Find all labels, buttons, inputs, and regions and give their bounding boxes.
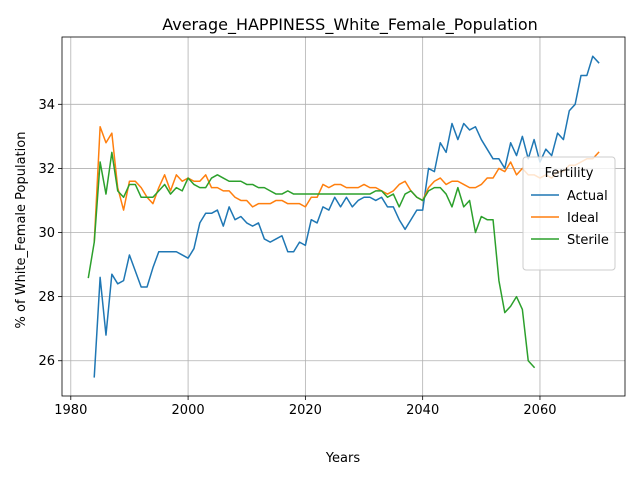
y-tick-label: 32 [38,162,55,177]
legend-box [522,156,616,271]
y-tick-label: 26 [38,354,55,369]
legend: Fertility Actual Ideal Sterile [522,156,616,271]
legend-item-sterile: Sterile [531,233,609,248]
y-tick-label: 30 [38,226,55,241]
series-layer [87,55,600,378]
legend-item-actual: Actual [531,189,608,204]
plot-frame [61,36,626,397]
y-tick-label: 28 [38,290,55,305]
x-tick-label: 1980 [54,403,87,418]
x-axis-label: Years [325,451,361,466]
series-line-sterile [87,151,536,369]
legend-label: Sterile [567,233,609,248]
legend-title: Fertility [545,166,594,181]
x-tick-label: 2040 [406,403,439,418]
series-line-ideal [93,126,600,243]
axis-ticks: 1980 2000 2020 2040 2060 26 28 30 32 34 [38,98,556,418]
y-tick-label: 34 [38,98,55,113]
legend-label: Actual [567,189,608,204]
x-tick-label: 2060 [523,403,556,418]
series-line-actual [93,55,600,378]
y-axis-label: % of White_Female Population [14,132,29,329]
x-tick-label: 2020 [289,403,322,418]
legend-item-ideal: Ideal [531,211,599,226]
x-tick-label: 2000 [172,403,205,418]
legend-label: Ideal [567,211,599,226]
chart-title: Average_HAPPINESS_White_Female_Populatio… [162,15,538,35]
